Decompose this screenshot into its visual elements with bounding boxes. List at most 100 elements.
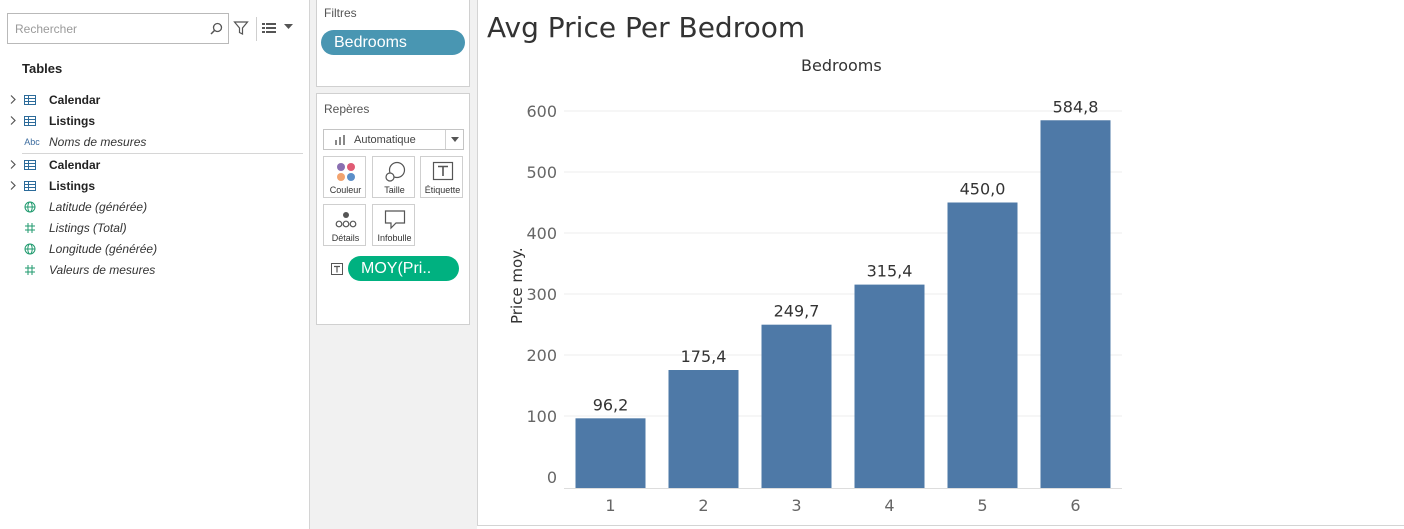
abc-icon: Abc	[24, 137, 40, 147]
tooltip-button[interactable]: Infobulle	[372, 204, 415, 246]
y-tick-label: 0	[547, 468, 557, 487]
text-label-icon	[331, 263, 343, 275]
bars	[575, 120, 1111, 489]
field-label: Valeurs de mesures	[49, 263, 156, 277]
y-tick-label: 200	[526, 346, 557, 365]
y-tick-label: 600	[526, 102, 557, 121]
bar-value-label: 584,8	[1053, 97, 1099, 116]
size-circles-icon	[385, 161, 406, 182]
color-dots-icon	[337, 163, 355, 181]
field-label: Latitude (générée)	[49, 200, 148, 214]
table-icon	[24, 181, 36, 191]
measure-pill-avg-price[interactable]: MOY(Pri..	[348, 256, 459, 281]
bar-bedrooms-6[interactable]	[1040, 120, 1111, 488]
toolbar-divider	[256, 17, 257, 41]
globe-icon	[24, 243, 36, 255]
field-item-latitude[interactable]: Latitude (générée)	[0, 197, 305, 217]
field-label: Calendar	[49, 93, 101, 107]
chevron-right-icon[interactable]	[9, 116, 17, 125]
field-label: Calendar	[49, 158, 101, 172]
bar-value-label: 249,7	[774, 302, 820, 321]
tooltip-icon	[384, 210, 406, 230]
detail-button-label: Détails	[331, 233, 360, 243]
list-view-icon[interactable]	[262, 22, 276, 34]
field-label: Listings (Total)	[49, 221, 127, 235]
y-tick-label: 500	[526, 163, 557, 182]
y-axis-ticks: 0 100 200 300 400 500 600	[526, 102, 557, 487]
size-button[interactable]: Taille	[372, 156, 415, 198]
search-placeholder: Rechercher	[15, 22, 78, 36]
x-tick-label[interactable]: 1	[605, 496, 615, 515]
data-pane: Rechercher Tables Calendar	[0, 0, 310, 529]
color-button[interactable]: Couleur	[323, 156, 366, 198]
chevron-down-icon	[451, 137, 459, 142]
detail-dots-icon	[335, 212, 357, 228]
x-tick-label[interactable]: 5	[977, 496, 987, 515]
field-label: Listings	[49, 114, 96, 128]
filters-card: Filtres Bedrooms	[316, 0, 470, 87]
field-item-calendar[interactable]: Calendar	[0, 90, 305, 110]
bar-bedrooms-3[interactable]	[761, 324, 832, 488]
size-button-label: Taille	[384, 185, 405, 195]
bar-bedrooms-2[interactable]	[668, 370, 739, 488]
bar-bedrooms-4[interactable]	[854, 284, 925, 488]
filters-title: Filtres	[324, 6, 357, 20]
view-area: Avg Price Per Bedroom Bedrooms Price moy…	[477, 0, 1404, 529]
table-icon	[24, 160, 36, 170]
color-button-label: Couleur	[329, 185, 362, 195]
filter-pill-bedrooms[interactable]: Bedrooms	[321, 30, 465, 55]
field-item-listings-total[interactable]: Listings (Total)	[0, 218, 305, 238]
x-axis-header: Bedrooms	[801, 56, 882, 75]
search-input[interactable]: Rechercher	[7, 13, 229, 44]
chevron-right-icon[interactable]	[9, 181, 17, 190]
chevron-down-icon[interactable]	[284, 24, 293, 30]
chevron-right-icon[interactable]	[9, 95, 17, 104]
detail-button[interactable]: Détails	[323, 204, 366, 246]
sheet-title: Avg Price Per Bedroom	[487, 11, 806, 44]
y-tick-label: 300	[526, 285, 557, 304]
bar-value-label: 450,0	[960, 180, 1006, 199]
field-label: Noms de mesures	[49, 135, 147, 149]
x-tick-label[interactable]: 2	[698, 496, 708, 515]
tooltip-button-label: Infobulle	[377, 233, 412, 243]
bar-chart: 96,2 175,4 249,7 315,4 450,0 584,8 0 100 200 300…	[526, 97, 1122, 515]
table-icon	[24, 116, 36, 126]
globe-icon	[24, 201, 36, 213]
field-item-longitude[interactable]: Longitude (générée)	[0, 239, 305, 259]
chevron-right-icon[interactable]	[9, 160, 17, 169]
field-label: Longitude (générée)	[49, 242, 158, 256]
y-tick-label: 100	[526, 407, 557, 426]
field-item-listings[interactable]: Listings	[0, 176, 305, 196]
x-tick-label[interactable]: 6	[1070, 496, 1080, 515]
data-labels: 96,2 175,4 249,7 315,4 450,0 584,8	[593, 97, 1099, 414]
dropdown-button[interactable]	[445, 130, 463, 149]
marks-title: Repères	[324, 102, 370, 116]
field-item-listings[interactable]: Listings	[0, 111, 305, 131]
label-button[interactable]: Étiquette	[420, 156, 463, 198]
bar-value-label: 175,4	[681, 347, 727, 366]
mark-type-dropdown[interactable]: Automatique	[323, 129, 464, 150]
field-item-noms-de-mesures[interactable]: Abc Noms de mesures	[0, 132, 305, 152]
gridlines	[564, 110, 1122, 489]
tables-heading: Tables	[22, 61, 63, 76]
y-tick-label: 400	[526, 224, 557, 243]
bar-bedrooms-1[interactable]	[575, 418, 646, 488]
bar-value-label: 315,4	[867, 262, 913, 281]
bar-bedrooms-5[interactable]	[947, 202, 1018, 489]
filter-icon[interactable]	[233, 20, 249, 36]
table-icon	[24, 95, 36, 105]
marks-card: Repères Automatique Couleur	[316, 93, 470, 325]
label-button-label: Étiquette	[424, 185, 461, 195]
text-label-icon	[432, 161, 454, 181]
x-tick-label[interactable]: 4	[884, 496, 894, 515]
hash-icon	[25, 223, 35, 233]
field-item-valeurs-de-mesures[interactable]: Valeurs de mesures	[0, 260, 305, 280]
field-label: Listings	[49, 179, 96, 193]
x-axis-ticks: 1 2 3 4 5 6	[605, 496, 1080, 515]
shelves-column: Filtres Bedrooms Repères Automatique Cou…	[310, 0, 477, 529]
x-tick-label[interactable]: 3	[791, 496, 801, 515]
field-item-calendar[interactable]: Calendar	[0, 155, 305, 175]
mark-type-label: Automatique	[354, 134, 416, 146]
search-icon[interactable]	[208, 21, 224, 37]
